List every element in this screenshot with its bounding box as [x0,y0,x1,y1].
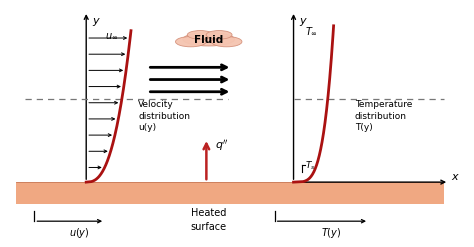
Text: $T(y)$: $T(y)$ [321,226,341,240]
Ellipse shape [175,37,206,47]
Ellipse shape [206,31,232,39]
Text: Fluid: Fluid [194,35,223,45]
Text: y: y [299,16,306,26]
Text: $T_s$: $T_s$ [305,160,316,172]
Ellipse shape [187,31,213,39]
Text: $u_{\infty}$: $u_{\infty}$ [105,31,118,41]
Text: Heated
surface: Heated surface [191,208,227,232]
Text: x: x [451,172,458,182]
Text: y: y [92,16,99,26]
Text: $u(y)$: $u(y)$ [69,226,90,240]
Text: $q''$: $q''$ [215,138,228,153]
Bar [16,182,444,204]
Text: Temperature
distribution
T(y): Temperature distribution T(y) [355,100,412,132]
Ellipse shape [211,37,242,47]
Ellipse shape [183,33,235,46]
Text: $T_{\infty}$: $T_{\infty}$ [305,25,318,37]
Text: Velocity
distribution
u(y): Velocity distribution u(y) [138,100,190,132]
